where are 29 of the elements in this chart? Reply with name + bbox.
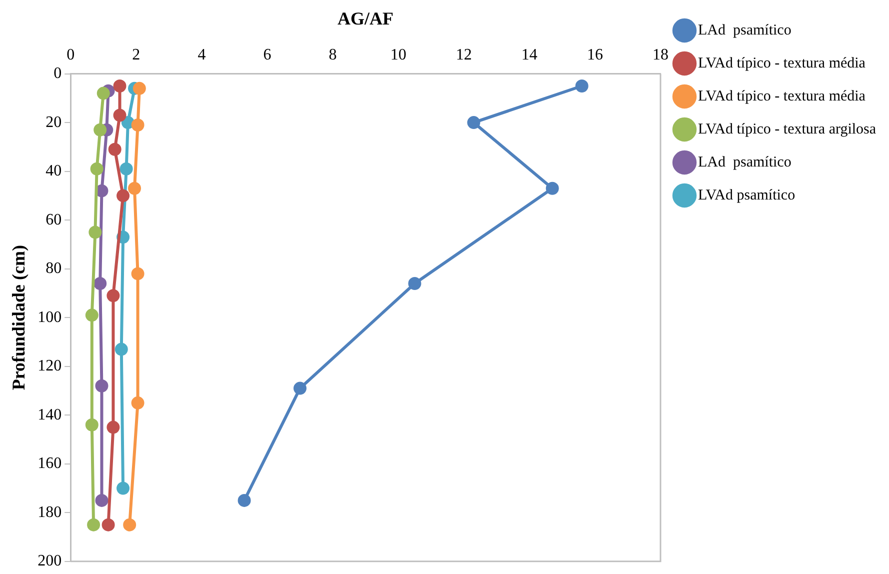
- y-tick-label: 60: [46, 211, 62, 228]
- x-tick-label: 0: [66, 46, 75, 64]
- y-tick-label: 80: [46, 260, 62, 278]
- x-tick-label: 10: [390, 46, 406, 64]
- y-tick-label: 0: [54, 65, 62, 82]
- legend-label: LVAd típico - textura média: [698, 55, 866, 72]
- y-tick-label: 20: [46, 114, 62, 131]
- y-axis-title: Profundidade (cm): [8, 245, 28, 390]
- x-tick-label: 6: [263, 46, 272, 64]
- x-tick-label: 14: [521, 46, 538, 64]
- x-tick-label: 12: [456, 46, 472, 64]
- legend-label: LAd psamítico: [698, 154, 792, 170]
- y-tick-label: 140: [38, 406, 62, 424]
- x-tick-label: 18: [652, 46, 668, 64]
- y-tick-label: 180: [38, 504, 62, 521]
- legend-label: LVAd típico - textura média: [698, 88, 866, 104]
- y-tick-label: 40: [46, 162, 62, 180]
- legend-label: LVAd psamítico: [698, 187, 796, 204]
- legend-label: LAd psamítico: [698, 22, 792, 38]
- y-tick-label: 120: [38, 358, 62, 375]
- x-tick-label: 2: [132, 46, 140, 64]
- x-axis-title: AG/AF: [338, 8, 394, 28]
- x-tick-label: 16: [586, 46, 603, 64]
- y-tick-label: 160: [38, 455, 62, 472]
- x-tick-label: 4: [198, 46, 206, 64]
- x-tick-label: 8: [328, 46, 337, 64]
- y-tick-label: 100: [38, 308, 62, 326]
- legend-label: LVAd típico - textura argilosa: [698, 121, 876, 138]
- y-tick-label: 200: [38, 552, 62, 570]
